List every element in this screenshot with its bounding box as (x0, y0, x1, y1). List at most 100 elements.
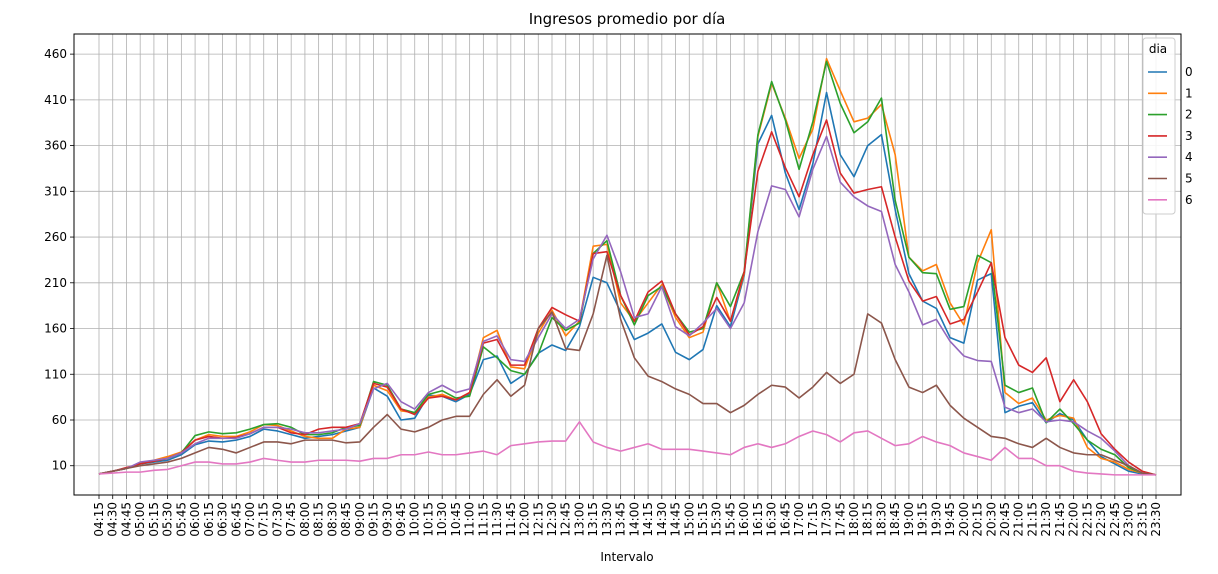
x-tick-label: 12:15 (531, 502, 545, 537)
legend-label-4: 4 (1185, 150, 1193, 164)
y-tick-label: 210 (44, 276, 67, 290)
x-tick-label: 17:45 (833, 502, 847, 537)
axes: 04:15 04:30 04:45 05:00 05:15 05:30 05:45 06:00… (44, 47, 1163, 536)
x-tick-label: 09:30 (380, 502, 394, 537)
x-tick-label: 09:15 (367, 502, 381, 537)
x-tick-label: 08:00 (298, 502, 312, 537)
series-lines (98, 57, 1157, 476)
series-line-2 (98, 60, 1157, 476)
y-tick-label: 10 (52, 459, 67, 473)
x-tick-label: 05:00 (133, 502, 147, 537)
x-tick-label: 20:15 (971, 502, 985, 537)
x-tick-label: 22:45 (1108, 502, 1122, 537)
legend-label-5: 5 (1185, 172, 1193, 186)
x-tick-label: 06:15 (202, 502, 216, 537)
x-tick-label: 12:30 (545, 502, 559, 537)
x-tick-label: 22:30 (1094, 502, 1108, 537)
y-tick-label: 360 (44, 139, 67, 153)
x-tick-label: 07:00 (243, 502, 257, 537)
legend: dia 0 1 2 3 4 5 6 (1142, 37, 1193, 215)
legend-label-0: 0 (1185, 65, 1193, 79)
x-tick-label: 14:30 (655, 502, 669, 537)
x-tick-label: 05:15 (147, 502, 161, 537)
x-tick-label: 04:45 (119, 502, 133, 537)
y-tick-label: 460 (44, 47, 67, 61)
x-tick-label: 06:00 (188, 502, 202, 537)
legend-title: dia (1149, 42, 1167, 56)
x-tick-label: 06:45 (229, 502, 243, 537)
x-tick-label: 12:00 (518, 502, 532, 537)
x-tick-label: 21:30 (1039, 502, 1053, 537)
legend-label-6: 6 (1185, 193, 1193, 207)
x-tick-label: 14:15 (641, 502, 655, 537)
x-tick-label: 15:00 (682, 502, 696, 537)
x-tick-label: 15:30 (710, 502, 724, 537)
series-line-0 (98, 91, 1157, 476)
x-tick-label: 21:15 (1025, 502, 1039, 537)
series-line-5 (98, 254, 1157, 476)
x-tick-label: 14:00 (627, 502, 641, 537)
x-tick-label: 23:15 (1135, 502, 1149, 537)
x-tick-label: 13:30 (600, 502, 614, 537)
y-tick-label: 160 (44, 322, 67, 336)
x-tick-label: 17:15 (806, 502, 820, 537)
x-tick-label: 11:00 (463, 502, 477, 537)
x-tick-label: 22:00 (1067, 502, 1081, 537)
x-tick-label: 05:45 (174, 502, 188, 537)
series-line-6 (98, 421, 1156, 476)
x-tick-label: 15:15 (696, 502, 710, 537)
x-tick-label: 20:45 (998, 502, 1012, 537)
y-tick-label: 110 (44, 367, 67, 381)
grid (74, 34, 1181, 495)
x-tick-label: 09:45 (394, 502, 408, 537)
x-tick-label: 13:15 (586, 502, 600, 537)
x-tick-label: 21:00 (1012, 502, 1026, 537)
x-tick-label: 08:15 (312, 502, 326, 537)
x-axis-label: Intervalo (600, 550, 653, 564)
x-tick-label: 08:45 (339, 502, 353, 537)
x-tick-label: 20:30 (984, 502, 998, 537)
x-tick-label: 06:30 (216, 502, 230, 537)
y-tick-label: 60 (52, 413, 67, 427)
y-tick-label: 410 (44, 93, 67, 107)
x-tick-label: 16:30 (765, 502, 779, 537)
x-tick-label: 10:45 (449, 502, 463, 537)
y-tick-label: 260 (44, 230, 67, 244)
x-tick-label: 13:00 (572, 502, 586, 537)
x-tick-label: 11:45 (504, 502, 518, 537)
x-tick-label: 18:15 (861, 502, 875, 537)
x-tick-label: 10:00 (408, 502, 422, 537)
x-tick-label: 08:30 (325, 502, 339, 537)
legend-label-1: 1 (1185, 86, 1193, 100)
x-tick-label: 07:15 (257, 502, 271, 537)
x-tick-label: 13:45 (614, 502, 628, 537)
x-tick-label: 18:00 (847, 502, 861, 537)
x-tick-label: 19:15 (916, 502, 930, 537)
legend-label-3: 3 (1185, 129, 1193, 143)
x-tick-label: 19:30 (929, 502, 943, 537)
x-tick-label: 18:30 (874, 502, 888, 537)
x-tick-label: 16:15 (751, 502, 765, 537)
x-tick-label: 10:30 (435, 502, 449, 537)
x-tick-label: 12:45 (559, 502, 573, 537)
x-tick-label: 18:45 (888, 502, 902, 537)
x-tick-label: 04:15 (92, 502, 106, 537)
x-tick-label: 07:45 (284, 502, 298, 537)
x-tick-label: 09:00 (353, 502, 367, 537)
x-tick-label: 04:30 (106, 502, 120, 537)
x-tick-label: 10:15 (421, 502, 435, 537)
x-tick-label: 07:30 (270, 502, 284, 537)
legend-box (1142, 37, 1176, 215)
x-tick-label: 19:45 (943, 502, 957, 537)
series-line-4 (98, 135, 1157, 476)
x-tick-label: 16:45 (778, 502, 792, 537)
legend-label-2: 2 (1185, 108, 1193, 122)
x-tick-label: 11:15 (476, 502, 490, 537)
plot-frame (73, 33, 1182, 496)
x-tick-label: 11:30 (490, 502, 504, 537)
x-tick-label: 15:45 (723, 502, 737, 537)
x-tick-label: 17:00 (792, 502, 806, 537)
x-tick-label: 20:00 (957, 502, 971, 537)
